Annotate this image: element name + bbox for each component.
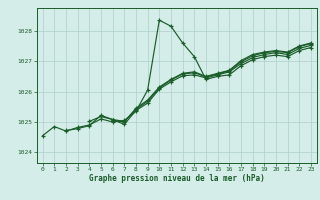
X-axis label: Graphe pression niveau de la mer (hPa): Graphe pression niveau de la mer (hPa)	[89, 174, 265, 183]
